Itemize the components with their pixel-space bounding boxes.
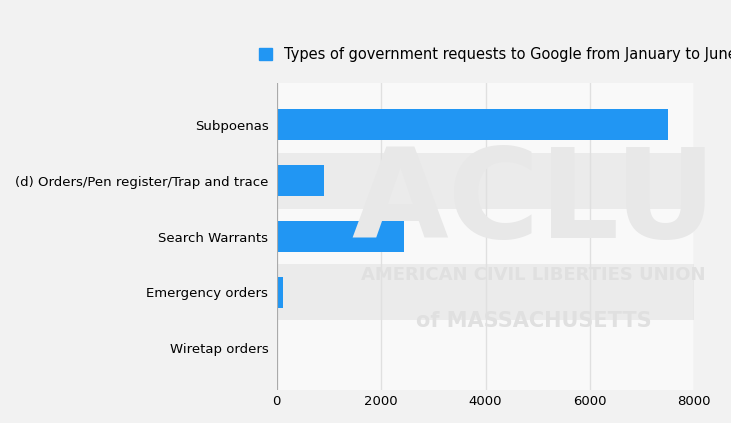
Bar: [277, 209, 694, 264]
Bar: [277, 221, 404, 252]
Bar: [277, 264, 694, 320]
Bar: [277, 153, 694, 209]
Bar: [277, 277, 284, 308]
Bar: [277, 320, 694, 376]
Bar: [277, 165, 324, 196]
Text: ACLU: ACLU: [351, 143, 716, 264]
Text: of MASSACHUSETTS: of MASSACHUSETTS: [416, 311, 651, 332]
Bar: [277, 110, 668, 140]
Legend: Types of government requests to Google from January to June 2013: Types of government requests to Google f…: [260, 47, 731, 62]
Text: AMERICAN CIVIL LIBERTIES UNION: AMERICAN CIVIL LIBERTIES UNION: [361, 266, 706, 284]
Bar: [277, 97, 694, 153]
